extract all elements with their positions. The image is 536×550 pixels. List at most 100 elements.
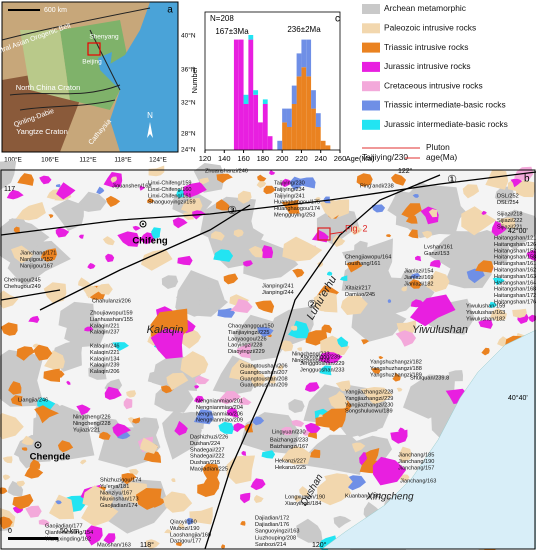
rock-unit bbox=[112, 423, 131, 437]
north-arrow: N bbox=[147, 111, 153, 120]
pluton-label: Qiaoyi/160 bbox=[170, 519, 197, 525]
rock-unit bbox=[16, 480, 26, 487]
rock-unit bbox=[409, 273, 421, 279]
legend-label: age(Ma) bbox=[426, 152, 457, 162]
lon-label: 124°E bbox=[149, 156, 167, 164]
rock-unit bbox=[180, 351, 209, 378]
lat-label: 40°N bbox=[181, 32, 196, 40]
rock-unit bbox=[44, 350, 65, 370]
pluton-label: Jianlazi/169 bbox=[404, 275, 434, 281]
rock-unit bbox=[320, 335, 350, 357]
pluton-label: Kalaqin/206 bbox=[90, 369, 120, 375]
rock-unit bbox=[177, 255, 193, 266]
pluton-label: Kalaqin/237 bbox=[90, 330, 120, 336]
rock-unit bbox=[121, 473, 137, 485]
archean-unit bbox=[351, 297, 407, 342]
rock-unit bbox=[32, 343, 38, 348]
rock-unit bbox=[11, 245, 34, 264]
pluton-label: Maoshan/163 bbox=[97, 542, 131, 548]
rock-unit bbox=[281, 199, 300, 214]
archean-unit bbox=[354, 240, 368, 256]
city-marker bbox=[139, 220, 147, 228]
pluton-label: Linxi-Chifeng/159 bbox=[148, 180, 192, 186]
pluton-label: Jianchang/190 bbox=[398, 459, 434, 465]
histogram-bar bbox=[296, 53, 302, 77]
pluton-label: Linxi-Chifeng/161 bbox=[148, 193, 192, 199]
legend-swatch bbox=[362, 61, 380, 72]
pluton-label: Hekanzi/227 bbox=[275, 458, 306, 464]
rock-unit bbox=[166, 372, 189, 391]
pluton-label: Wangxingding/162 bbox=[45, 536, 91, 542]
pluton-label: Lvshan/161 bbox=[424, 244, 453, 250]
pluton-label: Taijiying/234 bbox=[274, 187, 305, 193]
tectonic-boundary bbox=[9, 84, 121, 96]
pluton-label: Kalaqin/239 bbox=[90, 363, 120, 369]
pluton-label: Chaoyanggou/150 bbox=[228, 323, 274, 329]
rock-unit bbox=[223, 273, 239, 285]
pluton-label: Chengjiawopu/164 bbox=[345, 254, 391, 260]
rock-unit bbox=[299, 486, 309, 496]
histogram-bar bbox=[282, 122, 287, 150]
rock-unit bbox=[80, 459, 87, 465]
pluton-label: Dushan/224 bbox=[190, 441, 220, 447]
rock-unit bbox=[475, 260, 494, 273]
rock-unit bbox=[390, 429, 408, 444]
pluton-label: Laoyingzi/228 bbox=[228, 343, 263, 349]
rock-unit bbox=[211, 231, 225, 241]
rock-unit bbox=[104, 386, 122, 400]
pluton-label: Sijiazi/218 bbox=[497, 211, 523, 217]
x-tick-label: 220 bbox=[295, 154, 308, 163]
rock-unit bbox=[29, 459, 41, 469]
rock-unit bbox=[110, 176, 117, 183]
rock-unit bbox=[405, 214, 418, 224]
rock-unit bbox=[528, 314, 536, 323]
rock-unit bbox=[371, 204, 386, 213]
rock-unit bbox=[378, 356, 384, 360]
rock-unit bbox=[199, 177, 210, 185]
rock-unit bbox=[340, 295, 368, 315]
peak-age: 236±2Ma bbox=[287, 25, 321, 34]
pluton-label: Tianjiayingzi/225 bbox=[228, 330, 269, 336]
pluton-label: DSL/252 bbox=[497, 193, 519, 199]
fault bbox=[0, 289, 61, 301]
pluton-label: Yujiazi/221 bbox=[73, 427, 100, 433]
pluton-label: Linxi-Chifeng/160 bbox=[148, 187, 192, 193]
pluton-label: Ningcheng/228 bbox=[292, 358, 330, 364]
rock-unit bbox=[526, 250, 536, 262]
histogram-bar bbox=[325, 145, 331, 150]
rock-unit bbox=[243, 260, 253, 267]
rock-unit bbox=[318, 535, 338, 550]
histogram-bar bbox=[301, 39, 307, 68]
rock-unit bbox=[328, 394, 348, 411]
rock-unit bbox=[281, 426, 293, 436]
rock-unit bbox=[171, 478, 176, 482]
rock-unit bbox=[230, 298, 253, 313]
y-axis-label: Number bbox=[190, 66, 199, 93]
histogram-bar bbox=[301, 67, 307, 150]
region-label: Xingcheng bbox=[365, 492, 414, 503]
lat-label: 32°N bbox=[181, 99, 196, 107]
rock-unit bbox=[290, 176, 305, 190]
rock-unit bbox=[148, 165, 165, 177]
rock-unit bbox=[13, 226, 20, 233]
legend-label: Archean metamorphic bbox=[384, 3, 466, 13]
rock-unit bbox=[428, 209, 438, 218]
archean-unit bbox=[297, 434, 367, 475]
pluton-label: Wubozi/190 bbox=[170, 526, 199, 532]
pluton-label: Qianfenshuling/154 bbox=[45, 530, 93, 536]
coordinate-label: 122° bbox=[398, 167, 413, 175]
rock-unit bbox=[175, 542, 182, 547]
rock-unit bbox=[485, 169, 509, 190]
rock-unit bbox=[422, 230, 433, 239]
coordinate-label: 117 bbox=[4, 186, 15, 193]
rock-unit bbox=[105, 195, 121, 207]
lat-label: 36°N bbox=[181, 66, 196, 74]
rock-unit bbox=[145, 539, 160, 549]
pluton-label: Jianchang/171 bbox=[20, 250, 56, 256]
rock-unit bbox=[0, 516, 13, 530]
histogram-bar bbox=[306, 76, 312, 150]
rock-unit bbox=[147, 198, 154, 203]
pluton-label: Chahulanzi/206 bbox=[92, 298, 131, 304]
archean-unit bbox=[58, 301, 95, 331]
pluton-label: Yangjiazhangzi/229 bbox=[345, 396, 393, 402]
